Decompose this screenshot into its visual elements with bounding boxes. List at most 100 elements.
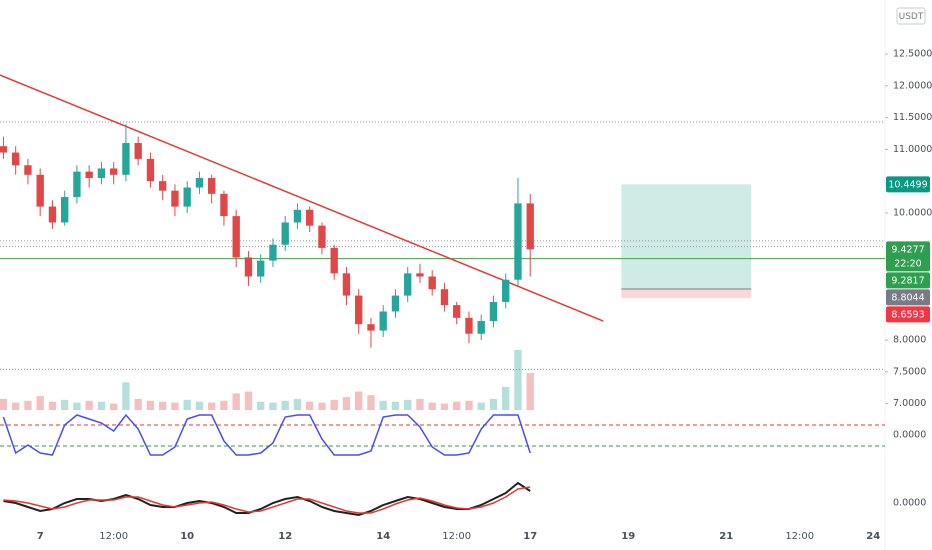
price-badge [886,176,930,193]
price-badge [886,272,930,289]
candle-body [195,177,204,188]
candle-body [220,193,228,217]
currency-box[interactable] [896,7,926,25]
volume-bar [514,350,522,410]
y-tick-label: 10.0000 [893,207,932,218]
candle-body [355,295,363,325]
candle-body [232,216,240,258]
candle-body [477,321,485,334]
candle-body [391,295,400,312]
volume-bar [465,400,473,410]
x-tick-label: 12:00 [785,531,814,542]
candle-body [134,143,142,159]
volume-bar [73,402,81,410]
x-tick-label: 12 [278,531,292,542]
price-badge-label: 10.4499 [888,179,927,190]
volume-bar [440,403,449,410]
y-tick-label: 7.5000 [893,366,926,377]
price-badge-label: 9.4277 [891,244,924,255]
volume-bar [244,391,253,410]
volume-bar [61,399,69,410]
volume-bar [183,399,191,410]
volume-bar [257,401,265,410]
candle-body [489,301,498,322]
x-tick-label: 12:00 [442,531,471,542]
price-badge [886,306,930,323]
candle-body [48,206,57,223]
volume-bar [146,400,155,410]
candle-body [257,260,265,277]
y-tick-label: 12.0000 [893,80,932,91]
y-tick-label: 11.5000 [893,112,932,123]
candle-body [404,273,412,296]
volume-bar [134,398,142,410]
volume-bar [97,401,106,410]
volume-bar [379,400,387,410]
candle-body [281,222,289,245]
volume-bar [269,402,277,410]
indicator-line [2,413,531,456]
volume-bar [36,396,44,410]
x-tick-label: 24 [866,531,880,542]
volume-bar [477,402,485,410]
candle-body [526,203,534,250]
x-tick-label: 14 [376,531,390,542]
volume-bar [526,373,534,410]
volume-bar [404,399,412,410]
y-tick-label: 8.0000 [893,335,926,346]
volume-bar [318,402,326,410]
x-tick-label: 17 [523,531,537,542]
volume-bar [48,401,57,410]
candle-body [269,244,277,261]
position-target [621,184,752,289]
candle-body [122,143,130,175]
y-tick-label: 12.5000 [893,49,932,60]
volume-bar [232,393,240,410]
volume-bar [293,398,302,410]
candle-body [306,209,314,226]
indicator-line [3,486,531,514]
candle-body [244,257,253,277]
volume-bar [220,400,228,410]
volume-bar [85,400,93,410]
volume-bar [171,402,179,410]
x-tick-label: 12:00 [99,531,128,542]
x-tick-label: 10 [180,531,194,542]
candle-body [318,225,326,248]
volume-bar [0,398,8,410]
y-tick-label: 7.0000 [893,398,926,409]
candle-body [514,203,522,280]
price-badge [886,289,930,306]
price-badge-label: 9.2817 [891,275,924,286]
candle-body [73,171,81,198]
volume-bar [281,400,289,410]
volume-bar [453,401,461,410]
candle-body [12,152,20,166]
volume-bar [502,386,510,410]
candle-body [110,168,118,175]
candle-body [342,273,351,296]
volume-bar [122,382,130,410]
volume-bar [330,399,338,410]
candle-body [502,279,510,302]
price-badge [886,241,930,272]
volume-bar [306,401,314,410]
volume-bar [208,402,216,410]
volume-bar [367,395,375,410]
volume-bar [489,398,498,410]
candle-body [97,168,106,178]
y-tick-label: 0.0000 [893,430,926,441]
candle-body [183,187,191,207]
volume-bar [159,401,167,410]
candle-body [61,197,69,223]
candle-body [440,289,449,306]
volume-bar [110,403,118,410]
volume-bar [342,397,351,410]
candle-body [208,177,216,194]
candle-body [146,158,155,182]
candle-body [428,276,436,290]
candle-body [367,324,375,331]
y-tick-label: 11.0000 [893,144,932,155]
volume-bar [391,401,400,410]
